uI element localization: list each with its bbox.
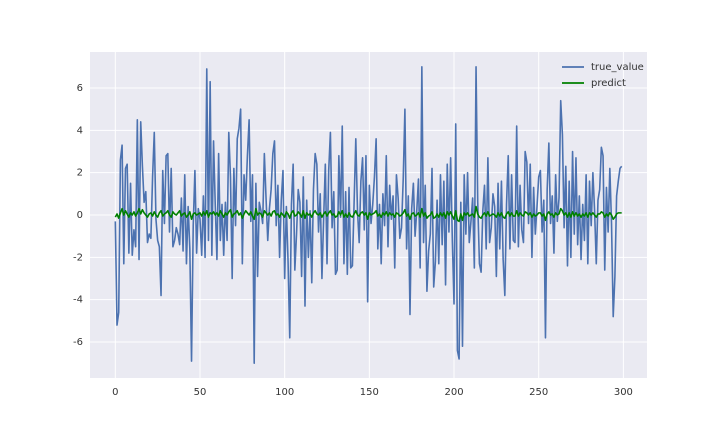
y-tick-label: -6 [73, 337, 83, 348]
series-line [114, 205, 622, 223]
legend-label: predict [591, 78, 626, 89]
x-tick-label: 250 [529, 387, 548, 398]
series-line [114, 66, 623, 364]
x-tick-label: 200 [444, 387, 463, 398]
y-tick-label: 2 [77, 168, 83, 179]
y-tick-label: 0 [77, 210, 83, 221]
legend-label: true_value [591, 62, 644, 73]
y-tick-label: -2 [73, 252, 83, 263]
y-tick-label: 6 [77, 83, 83, 94]
x-tick-label: 100 [275, 387, 294, 398]
x-tick-label: 150 [360, 387, 379, 398]
y-tick-label: 4 [77, 125, 83, 136]
x-tick-label: 50 [194, 387, 207, 398]
x-tick-label: 300 [614, 387, 633, 398]
y-tick-label: -4 [73, 295, 83, 306]
x-tick-label: 0 [112, 387, 118, 398]
